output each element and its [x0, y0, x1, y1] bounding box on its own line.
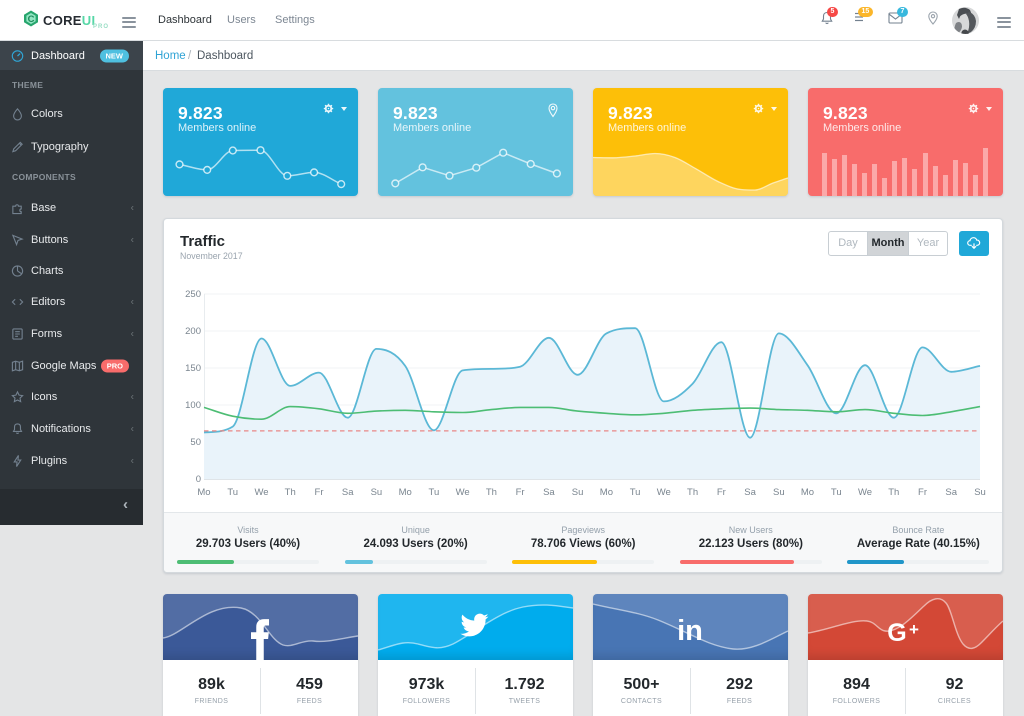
svg-text:Th: Th: [486, 487, 497, 498]
svg-text:Su: Su: [572, 487, 584, 498]
svg-text:Su: Su: [974, 487, 986, 498]
svg-text:in: in: [677, 615, 703, 647]
svg-text:We: We: [858, 487, 872, 498]
svg-text:250: 250: [185, 289, 201, 300]
svg-text:Th: Th: [285, 487, 296, 498]
svg-text:Su: Su: [371, 487, 383, 498]
svg-text:Mo: Mo: [399, 487, 412, 498]
svg-text:Sa: Sa: [342, 487, 354, 498]
svg-text:Th: Th: [888, 487, 899, 498]
svg-text:+: +: [909, 620, 919, 639]
svg-text:Mo: Mo: [600, 487, 613, 498]
svg-text:Tu: Tu: [429, 487, 440, 498]
svg-text:Tu: Tu: [831, 487, 842, 498]
svg-text:G: G: [887, 619, 906, 647]
svg-text:Fr: Fr: [315, 487, 324, 498]
svg-text:Fr: Fr: [516, 487, 525, 498]
svg-text:0: 0: [196, 474, 201, 485]
svg-text:Sa: Sa: [744, 487, 756, 498]
svg-text:Mo: Mo: [801, 487, 814, 498]
svg-text:Fr: Fr: [717, 487, 726, 498]
svg-text:Th: Th: [687, 487, 698, 498]
svg-text:50: 50: [190, 437, 201, 448]
svg-text:We: We: [254, 487, 268, 498]
svg-text:We: We: [456, 487, 470, 498]
svg-text:100: 100: [185, 400, 201, 411]
svg-text:We: We: [657, 487, 671, 498]
svg-text:150: 150: [185, 363, 201, 374]
svg-text:C: C: [28, 14, 35, 25]
svg-text:Sa: Sa: [543, 487, 555, 498]
svg-text:Su: Su: [773, 487, 785, 498]
svg-text:Tu: Tu: [630, 487, 641, 498]
svg-text:Sa: Sa: [945, 487, 957, 498]
svg-text:Tu: Tu: [227, 487, 238, 498]
svg-text:Fr: Fr: [918, 487, 927, 498]
svg-text:200: 200: [185, 326, 201, 337]
svg-text:Mo: Mo: [197, 487, 210, 498]
